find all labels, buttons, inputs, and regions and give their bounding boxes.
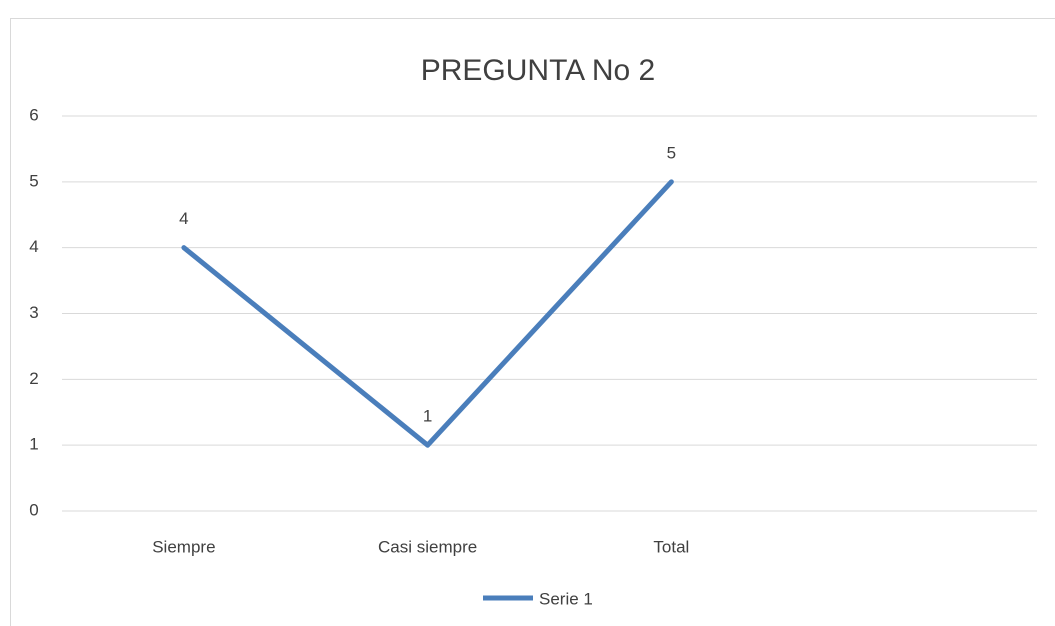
y-tick-label: 0 [29,500,38,519]
data-label: 1 [423,407,432,426]
y-tick-label: 5 [29,171,38,190]
x-tick-label: Siempre [152,537,215,556]
y-tick-label: 6 [29,105,38,124]
chart-frame [10,18,1055,626]
y-tick-label: 1 [29,435,38,454]
y-tick-label: 4 [29,237,38,256]
x-tick-label: Casi siempre [378,537,477,556]
data-label: 4 [179,209,188,228]
legend-label: Serie 1 [539,589,593,608]
chart-title: PREGUNTA No 2 [421,54,656,87]
data-label: 5 [667,143,676,162]
y-tick-label: 2 [29,369,38,388]
line-series [181,179,674,448]
x-tick-label: Total [653,537,689,556]
y-tick-label: 3 [29,303,38,322]
